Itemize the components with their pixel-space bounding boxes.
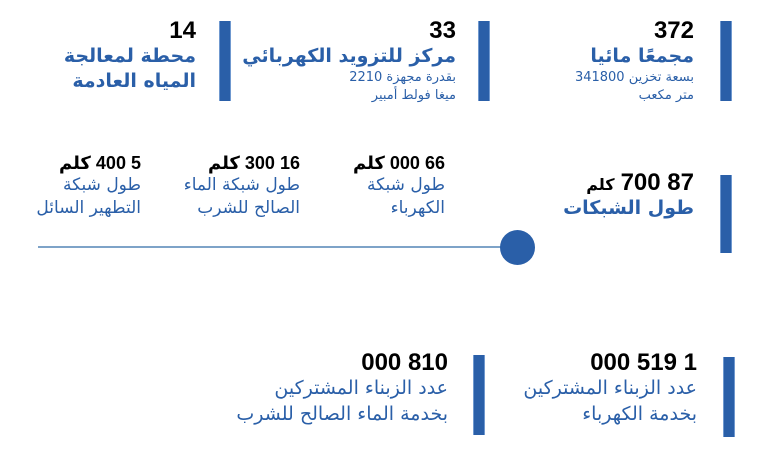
- network-sewerage: 5 400 كلم طول شبكة التطهير السائل: [36, 153, 141, 220]
- subscribers-label: عدد الزبناء المشتركين: [274, 377, 448, 400]
- network-drinking-water: 16 300 كلم طول شبكة الماء الصالح للشرب: [183, 153, 300, 220]
- timeline-dot: [500, 230, 535, 265]
- network-label: طول شبكة: [63, 174, 141, 195]
- subscribers-electricity: 1 519 000 عدد الزبناء المشتركين بخدمة ال…: [523, 349, 697, 428]
- subscribers-water: 810 000 عدد الزبناء المشتركين بخدمة الما…: [236, 349, 448, 428]
- network-number: 5 400: [95, 153, 141, 173]
- accent-bar: [720, 21, 732, 101]
- stat-wastewater-stations: 14 محطة لمعالجة المياه العادمة: [63, 17, 196, 94]
- stat-subtext: متر مكعب: [638, 87, 694, 103]
- accent-bar: [478, 21, 490, 101]
- stat-title: المياه العادمة: [72, 70, 196, 93]
- stat-title: محطة لمعالجة: [63, 45, 196, 68]
- subscribers-value: 1 519 000: [590, 349, 697, 376]
- network-value: 66 000 كلم: [352, 153, 445, 174]
- network-label: طول شبكة: [367, 174, 445, 195]
- accent-bar: [723, 357, 735, 437]
- network-unit: كلم: [207, 153, 240, 173]
- networks-total-title: طول الشبكات: [563, 197, 694, 220]
- accent-bar: [720, 175, 732, 253]
- network-label: التطهير السائل: [36, 197, 141, 218]
- stat-power-centers: 33 مركز للتزويد الكهربائي بقدرة مجهزة 22…: [242, 17, 456, 104]
- stat-subtext: بسعة تخزين 341800: [574, 70, 694, 86]
- timeline-line: [38, 246, 508, 248]
- networks-total-unit: كلم: [586, 177, 615, 194]
- network-label: الكهرباء: [390, 197, 445, 218]
- subscribers-label: بخدمة الكهرباء: [582, 403, 697, 426]
- networks-total-value: 87 700 كلم: [563, 169, 694, 196]
- stat-title: مجمعًا مائيا: [590, 45, 694, 68]
- stat-title: مركز للتزويد الكهربائي: [242, 45, 456, 68]
- accent-bar: [473, 355, 485, 435]
- network-unit: كلم: [352, 153, 385, 173]
- networks-total: 87 700 كلم طول الشبكات: [563, 169, 694, 221]
- network-value: 5 400 كلم: [36, 153, 141, 174]
- stat-value: 33: [429, 17, 456, 44]
- stat-subtext: ميغا فولط أمبير: [371, 87, 456, 103]
- subscribers-label: عدد الزبناء المشتركين: [523, 377, 697, 400]
- accent-bar: [219, 21, 231, 101]
- network-electricity: 66 000 كلم طول شبكة الكهرباء: [352, 153, 445, 220]
- network-number: 66 000: [389, 153, 445, 173]
- subscribers-value: 810 000: [361, 349, 448, 376]
- network-number: 16 300: [244, 153, 300, 173]
- subscribers-label: بخدمة الماء الصالح للشرب: [236, 403, 448, 426]
- networks-total-number: 87 700: [620, 169, 694, 196]
- stat-value: 372: [653, 17, 694, 44]
- stat-value: 14: [169, 17, 196, 44]
- network-unit: كلم: [58, 153, 91, 173]
- stat-subtext: بقدرة مجهزة 2210: [349, 70, 456, 86]
- network-value: 16 300 كلم: [184, 153, 300, 174]
- network-label: طول شبكة الماء: [183, 174, 300, 195]
- network-label: الصالح للشرب: [197, 197, 300, 218]
- stat-water-reservoirs: 372 مجمعًا مائيا بسعة تخزين 341800 متر م…: [574, 17, 694, 104]
